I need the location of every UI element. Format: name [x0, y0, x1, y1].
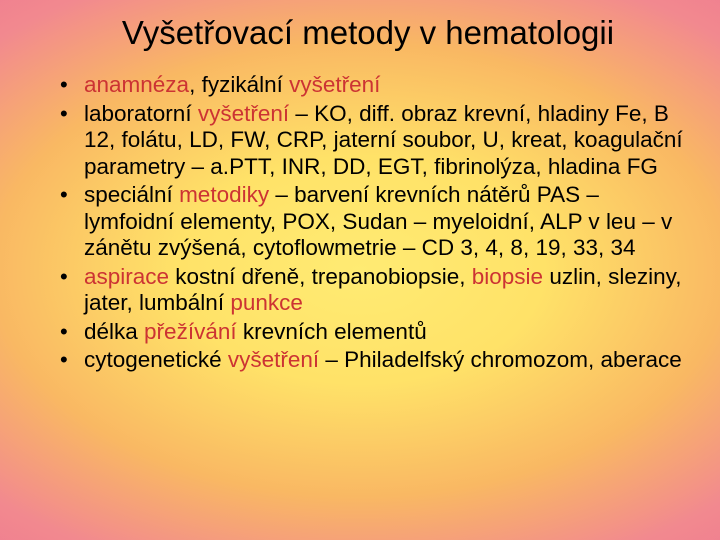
bullet-item: délka přežívání krevních elementů [66, 319, 692, 346]
highlight-text: vyšetření [228, 347, 319, 372]
highlight-text: anamnéza [84, 72, 189, 97]
body-text: , fyzikální [189, 72, 289, 97]
bullet-item: anamnéza, fyzikální vyšetření [66, 72, 692, 99]
body-text: krevních elementů [237, 319, 427, 344]
body-text: kostní dřeně, trepanobiopsie, [169, 264, 472, 289]
bullet-item: aspirace kostní dřeně, trepanobiopsie, b… [66, 264, 692, 317]
highlight-text: punkce [230, 290, 303, 315]
slide-title: Vyšetřovací metody v hematologii [44, 14, 692, 52]
body-text: – Philadelfský chromozom, aberace [319, 347, 682, 372]
body-text: cytogenetické [84, 347, 228, 372]
bullet-item: cytogenetické vyšetření – Philadelfský c… [66, 347, 692, 374]
highlight-text: biopsie [472, 264, 543, 289]
body-text: délka [84, 319, 144, 344]
slide: Vyšetřovací metody v hematologii anamnéz… [0, 0, 720, 540]
highlight-text: vyšetření [198, 101, 289, 126]
highlight-text: metodiky [179, 182, 269, 207]
bullet-item: laboratorní vyšetření – KO, diff. obraz … [66, 101, 692, 181]
highlight-text: aspirace [84, 264, 169, 289]
highlight-text: přežívání [144, 319, 237, 344]
body-text: laboratorní [84, 101, 198, 126]
body-text: speciální [84, 182, 179, 207]
bullet-list: anamnéza, fyzikální vyšetřenílaboratorní… [28, 72, 692, 374]
bullet-item: speciální metodiky – barvení krevních ná… [66, 182, 692, 262]
highlight-text: vyšetření [289, 72, 380, 97]
